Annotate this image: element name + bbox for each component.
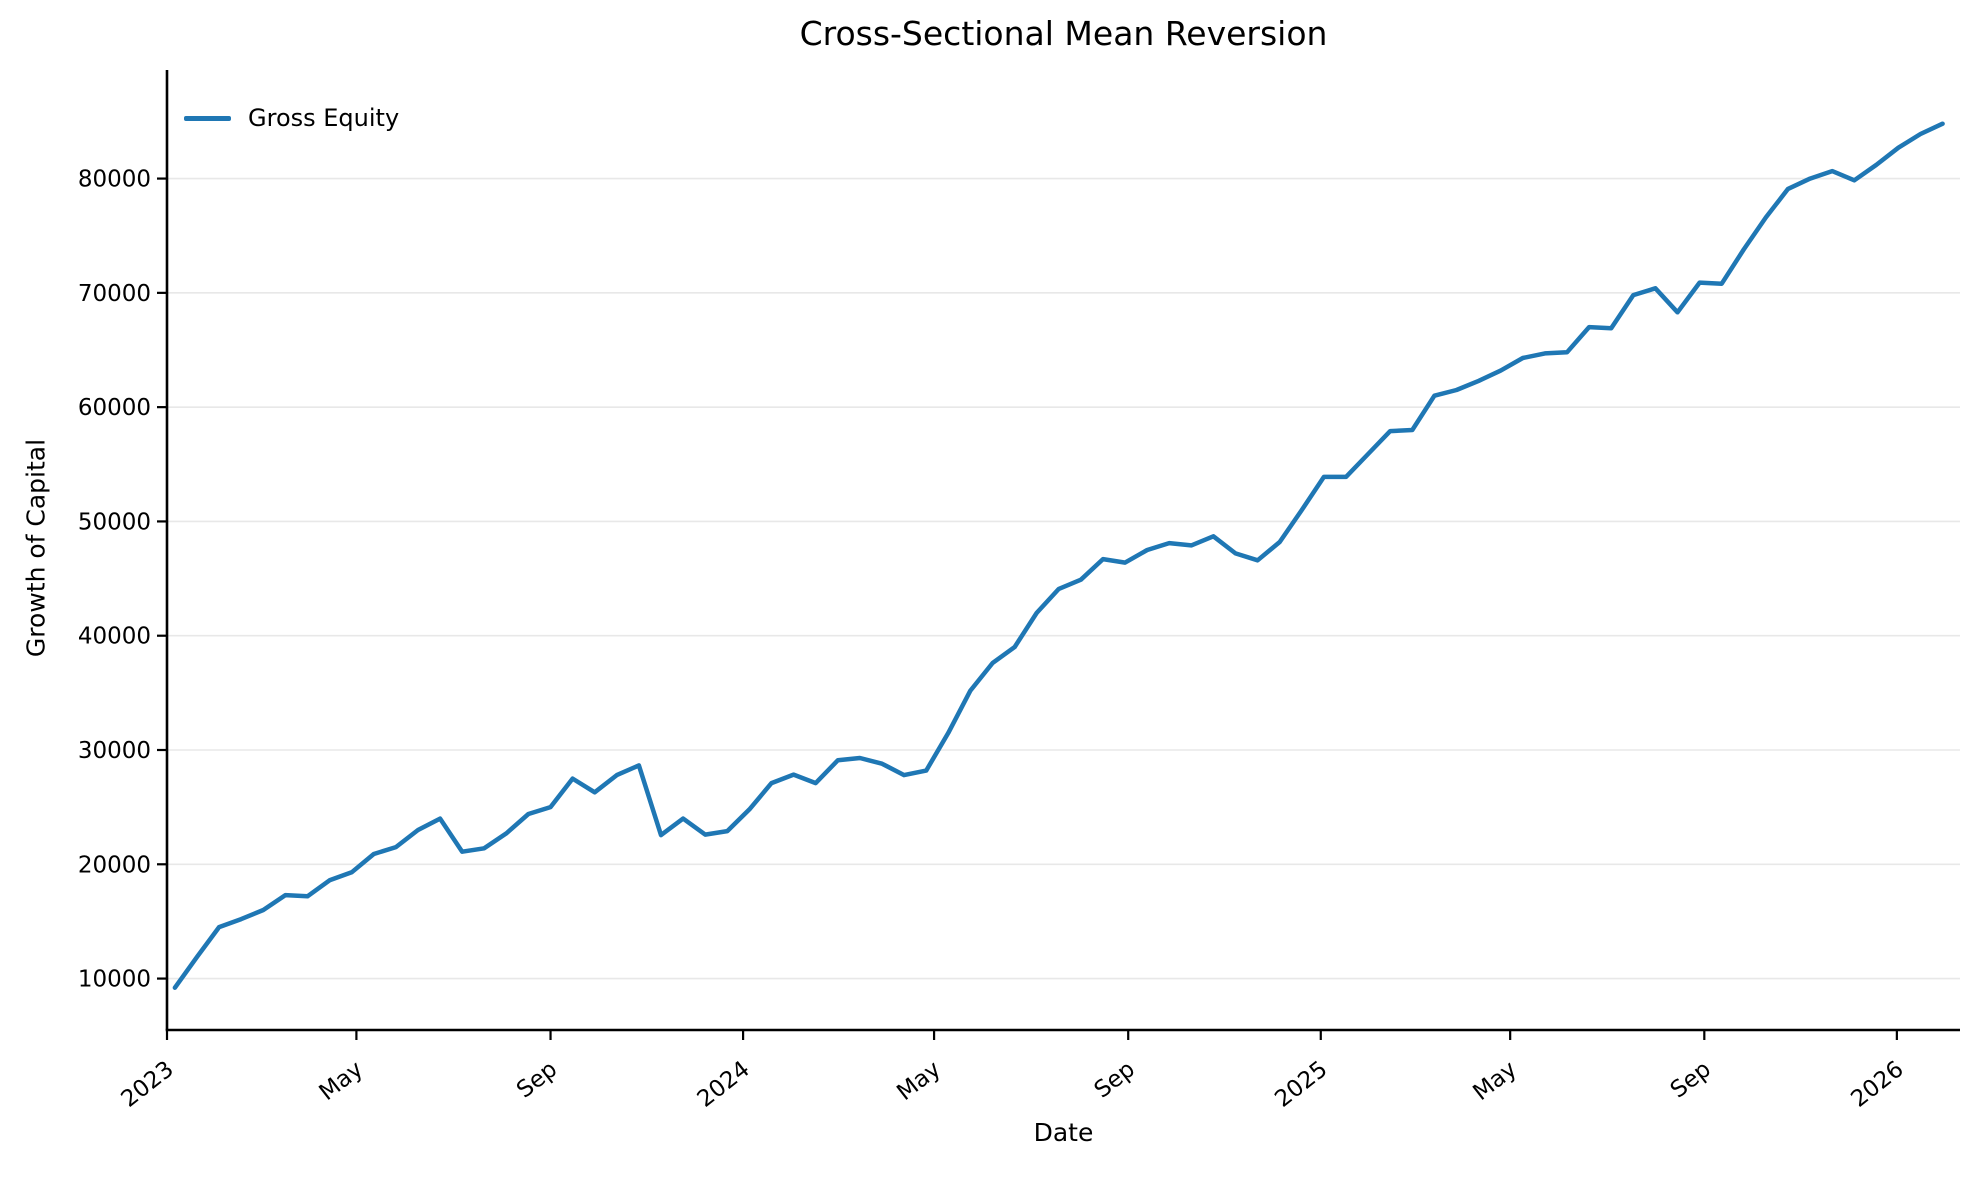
y-tick-label: 20000	[78, 852, 151, 878]
x-tick-label: Sep	[512, 1056, 562, 1103]
y-tick-label: 30000	[78, 738, 151, 764]
x-tick-label: 2025	[1270, 1056, 1332, 1113]
y-tick-label: 80000	[78, 167, 151, 193]
y-tick-label: 60000	[78, 395, 151, 421]
x-tick-label: May	[315, 1056, 368, 1106]
x-tick-label: Sep	[1666, 1056, 1716, 1103]
x-tick-label: May	[1468, 1056, 1521, 1106]
y-tick-label: 70000	[78, 281, 151, 307]
series-line-gross-equity	[172, 121, 1945, 990]
y-tick-label: 50000	[78, 509, 151, 535]
legend-label: Gross Equity	[248, 104, 400, 132]
x-axis-label: Date	[1033, 1118, 1094, 1147]
legend-line-swatch	[184, 115, 231, 121]
y-tick-label: 10000	[78, 967, 151, 993]
legend: Gross Equity	[184, 104, 399, 132]
x-tick-label: 2023	[117, 1056, 179, 1113]
x-tick-label: 2026	[1846, 1056, 1908, 1113]
y-tick-label: 40000	[78, 624, 151, 650]
x-tick-label: May	[892, 1056, 945, 1106]
chart-title: Cross-Sectional Mean Reversion	[799, 14, 1328, 53]
x-tick-label: Sep	[1090, 1056, 1140, 1103]
y-axis-label: Growth of Capital	[21, 438, 51, 658]
x-tick-label: 2024	[693, 1056, 755, 1113]
